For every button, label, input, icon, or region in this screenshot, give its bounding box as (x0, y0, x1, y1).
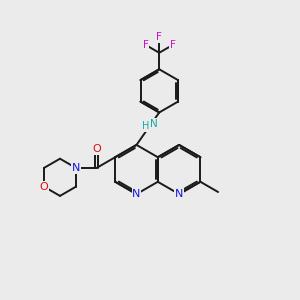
Text: F: F (143, 40, 148, 50)
Text: N: N (150, 119, 158, 129)
Text: N: N (132, 189, 141, 199)
Text: N: N (72, 163, 80, 173)
Text: F: F (170, 40, 176, 50)
Text: N: N (175, 189, 183, 199)
Text: H: H (142, 121, 149, 131)
Text: O: O (40, 182, 48, 192)
Text: F: F (156, 32, 162, 42)
Text: O: O (92, 144, 101, 154)
